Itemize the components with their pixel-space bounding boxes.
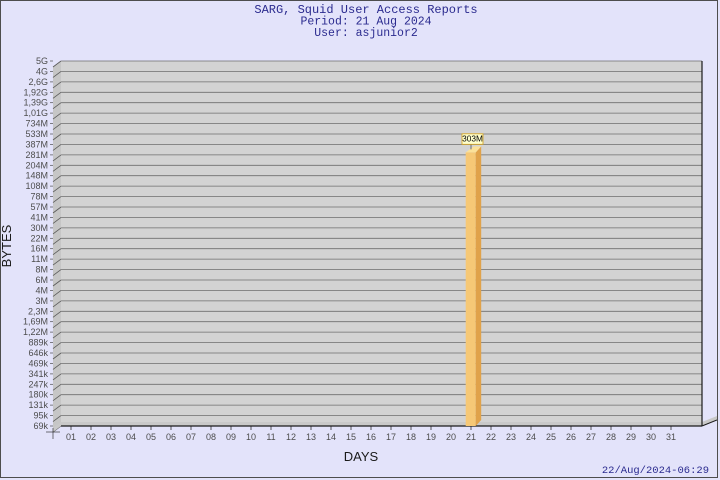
svg-text:02: 02 — [86, 432, 96, 442]
svg-text:469k: 469k — [28, 358, 48, 368]
svg-text:247k: 247k — [28, 379, 48, 389]
svg-text:26: 26 — [566, 432, 576, 442]
svg-text:204M: 204M — [25, 160, 48, 170]
svg-text:4G: 4G — [36, 66, 48, 76]
svg-text:23: 23 — [506, 432, 516, 442]
svg-text:06: 06 — [166, 432, 176, 442]
svg-text:04: 04 — [126, 432, 136, 442]
svg-text:12: 12 — [286, 432, 296, 442]
svg-text:19: 19 — [426, 432, 436, 442]
svg-text:1,39G: 1,39G — [23, 98, 48, 108]
svg-text:17: 17 — [386, 432, 396, 442]
svg-text:16: 16 — [366, 432, 376, 442]
svg-text:180k: 180k — [28, 390, 48, 400]
svg-text:10: 10 — [246, 432, 256, 442]
svg-text:22: 22 — [486, 432, 496, 442]
svg-text:533M: 533M — [25, 129, 48, 139]
svg-text:341k: 341k — [28, 369, 48, 379]
svg-text:22M: 22M — [30, 233, 48, 243]
svg-text:1,22M: 1,22M — [23, 327, 48, 337]
svg-text:16M: 16M — [30, 244, 48, 254]
svg-text:BYTES: BYTES — [1, 224, 14, 267]
svg-text:21: 21 — [466, 432, 476, 442]
svg-text:03: 03 — [106, 432, 116, 442]
svg-text:131k: 131k — [28, 400, 48, 410]
svg-text:08: 08 — [206, 432, 216, 442]
svg-text:646k: 646k — [28, 348, 48, 358]
svg-text:29: 29 — [626, 432, 636, 442]
svg-text:108M: 108M — [25, 181, 48, 191]
svg-text:4M: 4M — [35, 285, 48, 295]
svg-text:31: 31 — [666, 432, 676, 442]
svg-text:889k: 889k — [28, 338, 48, 348]
svg-text:11M: 11M — [31, 254, 48, 264]
svg-text:13: 13 — [306, 432, 316, 442]
svg-text:281M: 281M — [25, 150, 48, 160]
svg-text:28: 28 — [606, 432, 616, 442]
svg-text:303M: 303M — [462, 134, 483, 144]
svg-text:14: 14 — [326, 432, 336, 442]
svg-text:24: 24 — [526, 432, 536, 442]
svg-text:22/Aug/2024-06:29: 22/Aug/2024-06:29 — [602, 465, 709, 477]
svg-text:41M: 41M — [30, 212, 48, 222]
svg-text:69k: 69k — [33, 421, 48, 431]
svg-text:25: 25 — [546, 432, 556, 442]
svg-text:15: 15 — [346, 432, 356, 442]
svg-text:2,3M: 2,3M — [28, 306, 48, 316]
svg-text:18: 18 — [406, 432, 416, 442]
svg-text:2,6G: 2,6G — [28, 77, 48, 87]
svg-text:5G: 5G — [36, 56, 48, 66]
svg-text:DAYS: DAYS — [344, 449, 379, 464]
svg-text:1,69M: 1,69M — [23, 317, 48, 327]
svg-text:1,01G: 1,01G — [23, 108, 48, 118]
svg-text:95k: 95k — [33, 411, 48, 421]
svg-text:11: 11 — [266, 432, 275, 442]
svg-text:57M: 57M — [30, 202, 48, 212]
svg-text:07: 07 — [186, 432, 196, 442]
svg-text:30M: 30M — [30, 223, 48, 233]
svg-text:27: 27 — [586, 432, 596, 442]
svg-text:78M: 78M — [30, 192, 48, 202]
svg-text:01: 01 — [66, 432, 76, 442]
svg-text:734M: 734M — [25, 119, 48, 129]
svg-text:3M: 3M — [35, 296, 48, 306]
svg-text:User: asjunior2: User: asjunior2 — [314, 27, 418, 40]
svg-text:20: 20 — [446, 432, 456, 442]
svg-text:387M: 387M — [25, 139, 48, 149]
svg-text:1,92G: 1,92G — [23, 87, 48, 97]
svg-text:05: 05 — [146, 432, 156, 442]
svg-text:6M: 6M — [35, 275, 48, 285]
svg-text:148M: 148M — [25, 171, 48, 181]
svg-text:30: 30 — [646, 432, 656, 442]
svg-text:8M: 8M — [35, 265, 48, 275]
svg-text:09: 09 — [226, 432, 236, 442]
